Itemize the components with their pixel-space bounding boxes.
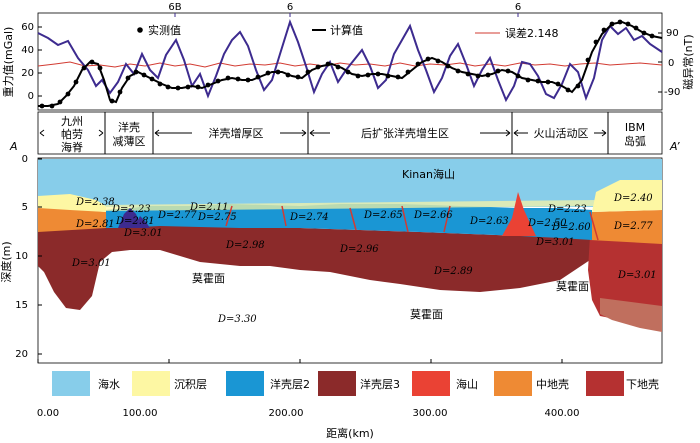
density-label: D=3.01 <box>123 228 163 239</box>
distance-axis-label: 距离(km) <box>326 426 374 440</box>
depth-tick: 20 <box>15 349 28 360</box>
density-label: D=2.75 <box>197 212 237 223</box>
density-label: D=2.77 <box>613 221 653 232</box>
legend-item-label: 中地壳 <box>536 377 569 391</box>
left-tick-20: 20 <box>21 68 34 79</box>
depth-axis: 0 5 10 15 20 深度(m) <box>0 154 42 360</box>
density-label: D=3.01 <box>617 270 657 281</box>
density-label: D=2.81 <box>75 219 115 230</box>
zone-2-line2: 减薄区 <box>113 134 146 148</box>
magnetic-axis-label: 磁异常(nT) <box>682 34 695 89</box>
fault-lines <box>225 205 599 241</box>
density-label: D=2.89 <box>433 266 473 277</box>
zone-2-line1: 洋壳 <box>118 120 140 134</box>
legend-error: 误差2.148 <box>505 26 559 40</box>
right-tick-90: 90 <box>666 28 679 39</box>
magnetic-mark-6-a: 6 <box>287 2 293 13</box>
density-label: D=2.77 <box>157 210 197 221</box>
density-label: D=2.60 <box>551 222 591 233</box>
layer-oceanic-2 <box>106 204 592 240</box>
legend-observed: 实测值 <box>148 23 181 37</box>
small-seamount <box>118 208 142 228</box>
density-label: D=2.23 <box>547 204 587 215</box>
layer-lower-crust-right-deep <box>600 298 662 332</box>
seamount-name-label: Kinan海山 <box>402 167 455 181</box>
zone-bar: A A’ 九州 帕劳 海脊 洋壳 减薄区 洋壳增厚区 后扩张洋壳增生区 火山活动… <box>9 111 680 155</box>
magnetic-curve <box>37 19 663 103</box>
density-label: D=2.40 <box>613 193 653 204</box>
depth-tick: 10 <box>15 251 28 262</box>
observed-points <box>39 19 655 109</box>
depth-tick: 15 <box>15 300 28 311</box>
left-tick-60: 60 <box>21 22 34 33</box>
distance-tick: 400.00 <box>545 408 580 419</box>
distance-tick: 100.00 <box>123 408 158 419</box>
density-label: D=2.96 <box>339 244 379 255</box>
magnetic-mark-6-b: 6 <box>515 2 521 13</box>
density-label: D=3.01 <box>535 237 575 248</box>
legend-calculated: 计算值 <box>330 23 363 37</box>
zone-3: 洋壳增厚区 <box>209 126 264 140</box>
density-label: D=2.23 <box>111 204 151 215</box>
profile-start-label: A <box>9 140 18 153</box>
legend-item-label: 海山 <box>456 377 478 391</box>
layer-seawater <box>38 159 662 207</box>
density-labels: D=2.38 D=2.81 D=3.01 D=2.23 D=2.81 D=3.0… <box>71 193 657 325</box>
density-label: D=2.65 <box>363 210 403 221</box>
density-label: D=3.30 <box>217 314 257 325</box>
magnetic-mark-6b: 6B <box>168 2 181 13</box>
depth-axis-label: 深度(m) <box>0 241 13 282</box>
density-label: D=3.01 <box>71 258 111 269</box>
layer-middle-crust-left <box>38 206 106 232</box>
layer-middle-crust-right <box>590 210 662 244</box>
density-label: D=2.11 <box>189 202 229 213</box>
zone-1-line1: 九州 <box>61 115 83 128</box>
legend-item-label: 下地壳 <box>626 377 659 391</box>
distance-tick: 0.00 <box>37 408 59 419</box>
profile-end-label: A’ <box>669 140 680 153</box>
density-label: D=2.63 <box>469 216 509 227</box>
zone-1-line3: 海脊 <box>61 140 83 154</box>
density-label: D=2.74 <box>289 212 329 223</box>
zone-5: 火山活动区 <box>534 127 589 140</box>
distance-axis: 0.00 100.00 200.00 300.00 400.00 距离(km) <box>37 359 580 440</box>
zone-4: 后扩张洋壳增生区 <box>361 126 449 140</box>
layer-sediment-right <box>592 180 662 212</box>
left-tick-40: 40 <box>21 45 34 56</box>
layer-seamount <box>502 192 536 236</box>
layer-sediment-left <box>38 194 106 212</box>
moho-label: 莫霍面 <box>410 308 443 321</box>
distance-tick: 200.00 <box>269 408 304 419</box>
legend-item-label: 洋壳层2 <box>270 377 310 391</box>
density-label: D=2.81 <box>115 216 155 227</box>
moho-label: 莫霍面 <box>556 280 589 293</box>
top-legend: 实测值 计算值 误差2.148 <box>137 23 559 40</box>
right-tick-neg90: -90 <box>664 87 680 98</box>
depth-tick: 0 <box>22 154 28 165</box>
left-tick-0: 0 <box>28 91 34 102</box>
legend-item-label: 海水 <box>98 377 120 391</box>
zone-6-line1: IBM <box>625 121 645 134</box>
layer-legend: 海水 沉积层 洋壳层2 洋壳层3 海山 中地壳 下地壳 <box>52 371 659 396</box>
legend-item-label: 沉积层 <box>174 378 207 391</box>
depth-tick: 5 <box>22 202 28 213</box>
layer-oceanic-3 <box>38 225 600 310</box>
moho-label: 莫霍面 <box>192 272 225 285</box>
density-label: D=2.50 <box>527 218 567 229</box>
legend-item-label: 洋壳层3 <box>360 377 400 391</box>
density-label: D=2.38 <box>75 197 115 208</box>
density-label: D=2.98 <box>225 240 265 251</box>
crustal-section: Kinan海山 D=2.38 D=2.81 D=3.01 D=2.23 D=2.… <box>0 154 663 440</box>
density-label: D=2.66 <box>413 210 453 221</box>
gravity-axis-label: 重力值(mGal) <box>1 27 15 98</box>
calculated-gravity-curve <box>38 20 663 107</box>
gravity-magnetic-panel: 60 40 20 0 重力值(mGal) 90 0 -90 磁异常(nT) 6B… <box>1 2 695 111</box>
zone-1-line2: 帕劳 <box>61 127 83 141</box>
zone-6-line2: 岛弧 <box>624 134 646 148</box>
distance-tick: 300.00 <box>413 408 448 419</box>
right-tick-0: 0 <box>668 58 674 69</box>
error-curve <box>37 61 663 68</box>
layer-sediment-thin <box>106 200 600 211</box>
